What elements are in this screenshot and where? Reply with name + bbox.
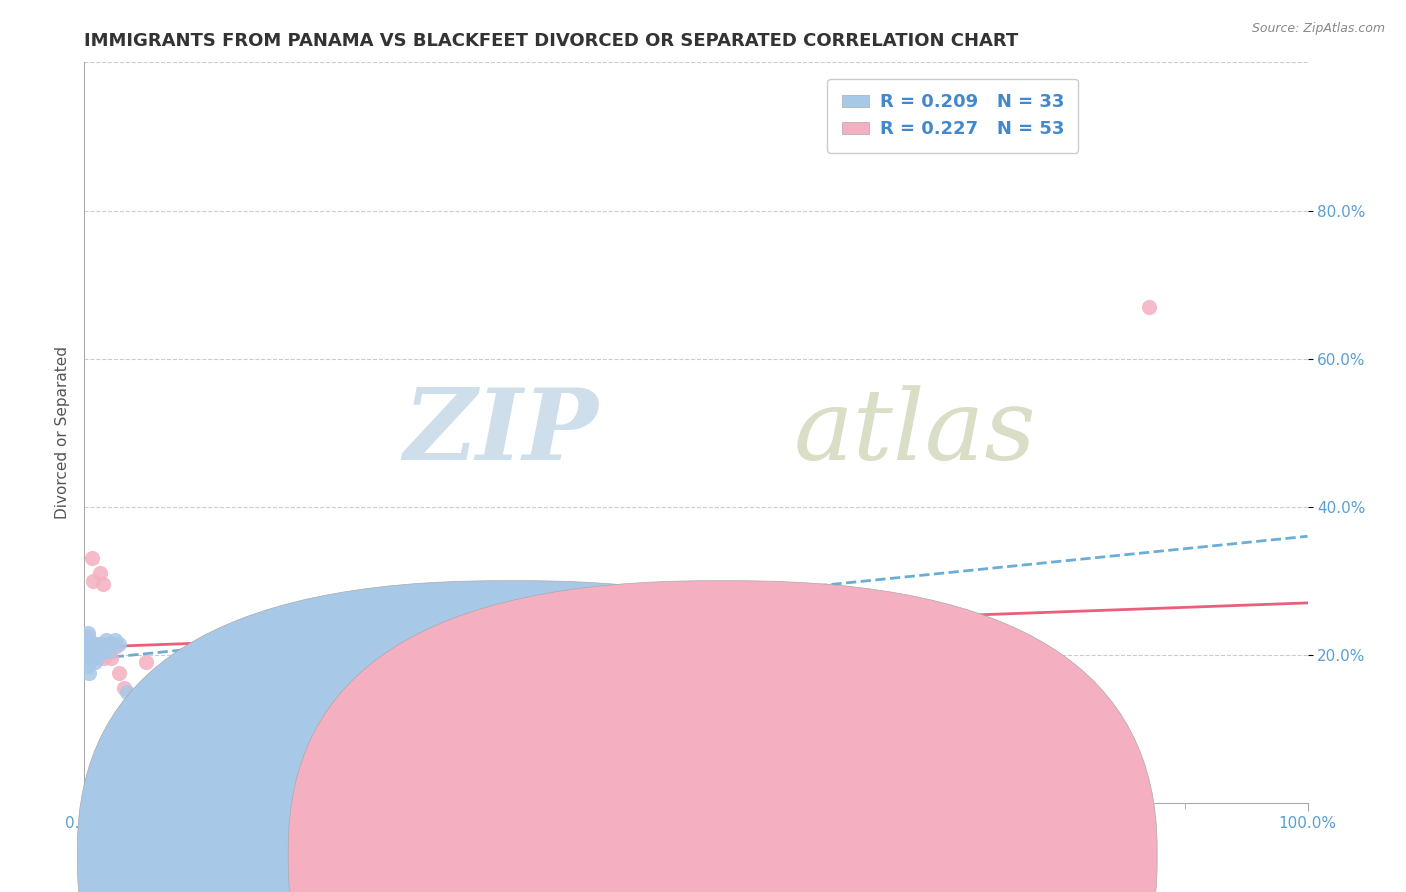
Text: atlas: atlas <box>794 385 1036 480</box>
Point <box>100 637 122 651</box>
Point <box>122 689 145 703</box>
Point <box>76 637 98 651</box>
Point <box>91 640 114 655</box>
Point <box>84 637 107 651</box>
Point <box>1137 300 1160 314</box>
Point <box>93 651 115 665</box>
Point <box>77 629 100 643</box>
Point <box>104 632 127 647</box>
Point <box>79 651 101 665</box>
Point <box>82 651 104 665</box>
Point <box>77 666 100 681</box>
Point <box>112 681 135 695</box>
Point <box>195 673 218 688</box>
Point <box>97 644 120 658</box>
Point <box>636 685 658 699</box>
Point <box>294 681 316 695</box>
Point <box>538 666 561 681</box>
Point <box>83 644 105 658</box>
Text: IMMIGRANTS FROM PANAMA VS BLACKFEET DIVORCED OR SEPARATED CORRELATION CHART: IMMIGRANTS FROM PANAMA VS BLACKFEET DIVO… <box>84 32 1018 50</box>
Point <box>91 577 114 591</box>
Point <box>159 681 181 695</box>
Point <box>115 685 138 699</box>
Point <box>146 692 169 706</box>
Point <box>76 648 98 662</box>
Point <box>391 681 413 695</box>
Point <box>77 632 100 647</box>
Point <box>502 677 524 691</box>
Point <box>112 722 135 736</box>
Text: Source: ZipAtlas.com: Source: ZipAtlas.com <box>1251 22 1385 36</box>
Point <box>562 681 585 695</box>
Point <box>83 640 105 655</box>
Point <box>80 551 103 566</box>
Point <box>269 677 291 691</box>
Text: ZIP: ZIP <box>404 384 598 481</box>
Point <box>77 658 100 673</box>
Point <box>685 677 707 691</box>
Point <box>77 651 100 665</box>
Y-axis label: Divorced or Separated: Divorced or Separated <box>55 346 70 519</box>
Point <box>82 574 104 588</box>
Point <box>416 670 439 684</box>
Point <box>79 648 101 662</box>
Point <box>77 637 100 651</box>
Point <box>107 666 129 681</box>
Point <box>77 651 100 665</box>
Point <box>89 644 111 658</box>
Point <box>93 644 115 658</box>
Point <box>83 651 105 665</box>
Legend: R = 0.209   N = 33, R = 0.227   N = 53: R = 0.209 N = 33, R = 0.227 N = 53 <box>827 78 1078 153</box>
Point <box>89 566 111 581</box>
Point <box>172 685 194 699</box>
Point <box>87 640 110 655</box>
Point <box>84 651 107 665</box>
Point <box>76 651 98 665</box>
Point <box>87 637 110 651</box>
Point <box>82 644 104 658</box>
Point <box>75 644 97 658</box>
Point <box>79 644 101 658</box>
Point <box>75 632 97 647</box>
Point <box>90 637 112 651</box>
Point <box>80 637 103 651</box>
Text: Blackfeet: Blackfeet <box>717 849 789 863</box>
Point <box>86 651 108 665</box>
Point <box>96 648 118 662</box>
Point <box>79 640 101 655</box>
Point <box>97 637 120 651</box>
Point <box>135 655 157 669</box>
Point <box>122 737 145 751</box>
Point <box>77 625 100 640</box>
Point <box>87 648 110 662</box>
Point <box>83 648 105 662</box>
Point <box>440 689 463 703</box>
Point <box>599 673 621 688</box>
Point <box>80 637 103 651</box>
Point <box>464 681 486 695</box>
Point <box>100 651 122 665</box>
Point <box>104 640 127 655</box>
Point <box>76 640 98 655</box>
Point <box>86 648 108 662</box>
Point <box>245 670 267 684</box>
Point <box>87 644 110 658</box>
Point <box>183 670 205 684</box>
Text: Immigrants from Panama: Immigrants from Panama <box>509 849 703 863</box>
Point <box>84 655 107 669</box>
Point <box>219 666 242 681</box>
Point <box>96 632 118 647</box>
Point <box>367 677 389 691</box>
Point <box>107 637 129 651</box>
Point <box>318 666 340 681</box>
Point <box>80 648 103 662</box>
Point <box>82 640 104 655</box>
Point <box>86 637 108 651</box>
Point <box>342 673 364 688</box>
